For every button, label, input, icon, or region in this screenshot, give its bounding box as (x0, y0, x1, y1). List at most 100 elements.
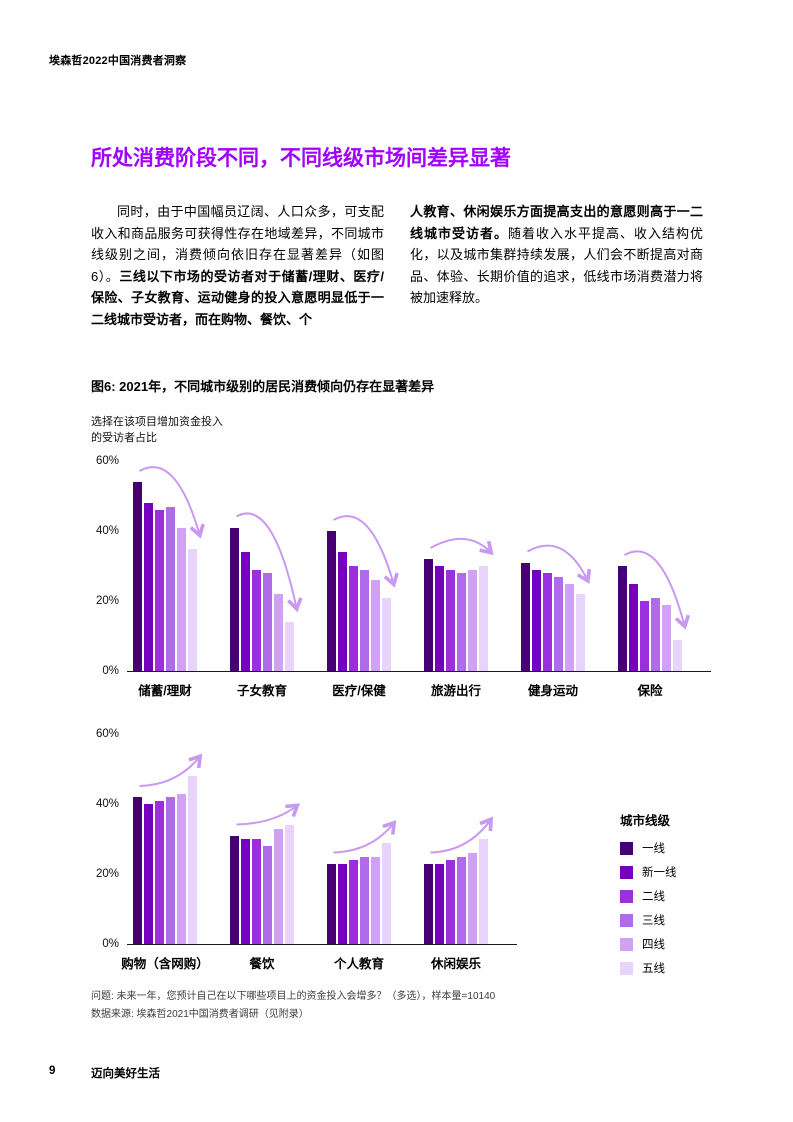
bar (274, 594, 283, 671)
legend-swatch (620, 913, 633, 927)
y-axis-caption-line1: 选择在该项目增加资金投入 (91, 416, 223, 428)
bar (457, 856, 466, 944)
body-columns: 同时，由于中国幅员辽阔、人口众多，可支配收入和商品服务可获得性存在地域差异，不同… (91, 201, 703, 330)
bar (144, 503, 153, 671)
legend-label: 新一线 (642, 867, 677, 879)
legend-label: 二线 (642, 891, 665, 903)
chart-consumption-categories-bottom: 60% 40% 20% 0% 购物（含网购） 餐饮 个人教育 休闲娱乐 (91, 728, 517, 971)
bar (177, 793, 186, 944)
bar (349, 860, 358, 944)
page-footer: 9 迈向美好生活 (49, 1065, 160, 1081)
bar (543, 573, 552, 671)
bar-group: 子女教育 (230, 462, 303, 698)
legend-swatch (620, 961, 633, 975)
bar (155, 510, 164, 671)
bar-group: 休闲娱乐 (424, 735, 494, 971)
chart-consumption-categories-top: 60% 40% 20% 0% 储蓄/理财 子女教育 医疗/保健 旅游出行 健身运动 保险 (91, 455, 711, 698)
bar-group: 健身运动 (521, 462, 592, 698)
legend-item: 一线 (620, 840, 677, 856)
bar (263, 846, 272, 944)
bar (349, 566, 358, 671)
legend-title: 城市线级 (620, 814, 671, 828)
bar (371, 856, 380, 944)
figure-footnotes: 问题: 未来一年，您预计自己在以下哪些项目上的资金投入会增多？（多选），样本量=… (91, 988, 495, 1024)
y-tick-label: 20% (95, 595, 119, 607)
legend-item: 四线 (620, 936, 677, 952)
category-label: 子女教育 (236, 684, 288, 698)
bar (338, 552, 347, 671)
bar (424, 559, 433, 671)
category-label: 储蓄/理财 (138, 684, 192, 698)
body-text-right-bold: 人教育、休闲娱乐方面提高支出的意愿则高于一二线城市受访者。 (410, 204, 703, 241)
bar (640, 601, 649, 671)
legend-swatch (620, 937, 633, 951)
category-label: 健身运动 (527, 684, 579, 698)
bar (382, 597, 391, 671)
bar (274, 828, 283, 944)
legend-swatch (620, 841, 633, 855)
category-label: 个人教育 (333, 957, 385, 971)
bar (629, 583, 638, 671)
bar (532, 569, 541, 671)
figure-title: 图6: 2021年，不同城市级别的居民消费倾向仍存在显著差异 (91, 379, 435, 394)
bar (285, 825, 294, 944)
legend-label: 一线 (642, 843, 665, 855)
bar (618, 566, 627, 671)
plot-area: 购物（含网购） 餐饮 个人教育 休闲娱乐 (121, 735, 517, 971)
bar-group: 保险 (618, 462, 691, 698)
page-title: 所处消费阶段不同，不同线级市场间差异显著 (91, 147, 511, 170)
category-label: 休闲娱乐 (430, 957, 482, 971)
bar (435, 566, 444, 671)
legend-label: 三线 (642, 915, 665, 927)
legend-swatch (620, 865, 633, 879)
bar (479, 566, 488, 671)
bar (457, 573, 466, 671)
bar (133, 482, 142, 671)
bar (554, 576, 563, 671)
bar-group: 储蓄/理财 (133, 462, 205, 698)
category-label: 旅游出行 (430, 684, 482, 698)
plot-area: 储蓄/理财 子女教育 医疗/保健 旅游出行 健身运动 保险 (127, 462, 711, 698)
footnote-source: 数据来源: 埃森哲2021中国消费者调研（见附录） (91, 1009, 309, 1020)
legend-items: 一线新一线二线三线四线五线 (620, 840, 677, 976)
bar (446, 569, 455, 671)
bar (133, 797, 142, 944)
legend: 城市线级 一线新一线二线三线四线五线 (620, 810, 677, 984)
bar (188, 776, 197, 944)
bar (327, 531, 336, 671)
bar-group: 医疗/保健 (327, 462, 399, 698)
bar (446, 860, 455, 944)
legend-swatch (620, 889, 633, 903)
bar (144, 804, 153, 944)
bar-group: 旅游出行 (424, 462, 494, 698)
legend-item: 新一线 (620, 864, 677, 880)
legend-item: 二线 (620, 888, 677, 904)
report-header: 埃森哲2022中国消费者洞察 (49, 55, 187, 67)
bar-group: 个人教育 (327, 735, 397, 971)
body-column-right: 人教育、休闲娱乐方面提高支出的意愿则高于一二线城市受访者。随着收入水平提高、收入… (410, 201, 703, 330)
bar-group: 餐饮 (230, 735, 300, 971)
bar (673, 639, 682, 671)
category-label: 医疗/保健 (332, 684, 386, 698)
bar-group: 购物（含网购） (121, 735, 209, 971)
bar (565, 583, 574, 671)
paragraph-left: 同时，由于中国幅员辽阔、人口众多，可支配收入和商品服务可获得性存在地域差异，不同… (91, 201, 384, 330)
bar (424, 863, 433, 944)
bar (252, 569, 261, 671)
bar (382, 842, 391, 944)
bar (468, 853, 477, 944)
footnote-question: 问题: 未来一年，您预计自己在以下哪些项目上的资金投入会增多？（多选），样本量=… (91, 991, 496, 1002)
y-tick-label: 0% (102, 938, 119, 950)
bar (360, 569, 369, 671)
bar (241, 552, 250, 671)
legend-label: 五线 (642, 963, 665, 975)
bar (360, 856, 369, 944)
category-label: 餐饮 (249, 957, 275, 971)
bar (252, 839, 261, 944)
bar (479, 839, 488, 944)
bar (241, 839, 250, 944)
bar (327, 863, 336, 944)
bar (576, 594, 585, 671)
bar (263, 573, 272, 671)
y-tick-label: 40% (95, 525, 119, 537)
